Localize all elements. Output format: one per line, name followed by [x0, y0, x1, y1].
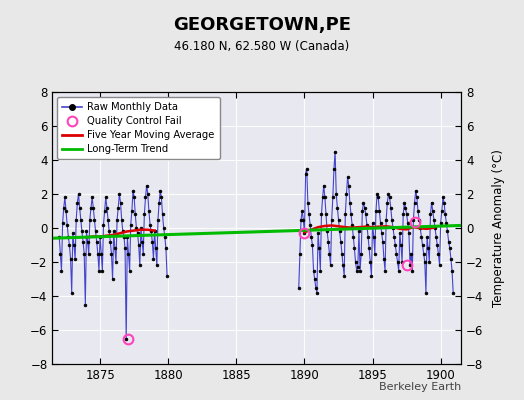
- Text: GEORGETOWN,PE: GEORGETOWN,PE: [173, 16, 351, 34]
- Legend: Raw Monthly Data, Quality Control Fail, Five Year Moving Average, Long-Term Tren: Raw Monthly Data, Quality Control Fail, …: [58, 97, 220, 159]
- Text: Berkeley Earth: Berkeley Earth: [379, 382, 461, 392]
- Y-axis label: Temperature Anomaly (°C): Temperature Anomaly (°C): [492, 149, 505, 307]
- Text: 46.180 N, 62.580 W (Canada): 46.180 N, 62.580 W (Canada): [174, 40, 350, 53]
